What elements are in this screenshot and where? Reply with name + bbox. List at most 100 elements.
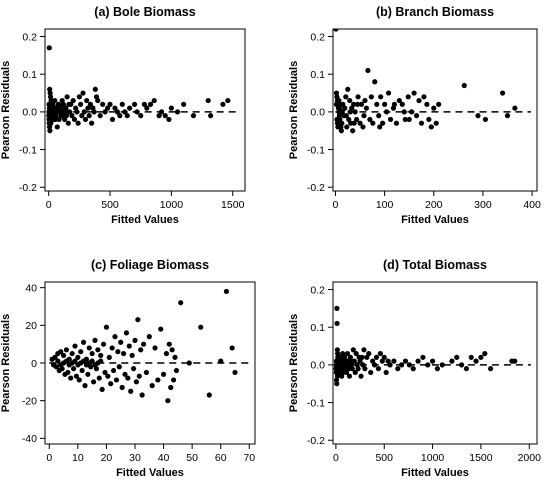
data-point bbox=[334, 120, 341, 126]
panel-title: (c) Foliage Biomass bbox=[91, 258, 209, 272]
data-point bbox=[373, 354, 380, 360]
y-tick-label: 0 bbox=[31, 358, 37, 370]
x-tick-label: 30 bbox=[129, 452, 141, 464]
data-point bbox=[411, 90, 417, 96]
y-axis-label: Pearson Residuals bbox=[0, 314, 12, 412]
data-point bbox=[75, 120, 81, 126]
data-point bbox=[95, 97, 101, 104]
data-point bbox=[360, 124, 366, 130]
x-tick-label: 500 bbox=[375, 452, 393, 464]
data-point bbox=[76, 377, 82, 383]
data-point bbox=[108, 381, 114, 387]
data-point bbox=[105, 373, 111, 379]
data-point bbox=[333, 377, 340, 383]
data-point bbox=[355, 94, 361, 100]
data-point bbox=[118, 339, 124, 345]
panel-1: (a) Bole Biomass 0 500 1000 1500 -0.2 -0.1 0.0 0… bbox=[0, 5, 246, 226]
data-point bbox=[499, 90, 506, 96]
data-point bbox=[402, 116, 408, 123]
y-tick-label: 0.0 bbox=[310, 360, 325, 372]
data-point bbox=[359, 354, 365, 360]
data-point bbox=[128, 388, 134, 394]
data-point bbox=[53, 364, 60, 370]
x-tick-label: 70 bbox=[243, 452, 255, 464]
data-point bbox=[393, 120, 400, 126]
data-point bbox=[131, 101, 138, 107]
x-tick-label: 2000 bbox=[518, 452, 542, 464]
panel-2: (b) Branch Biomass 0 100 200 300 400 -0.2 -0.1 0… bbox=[288, 5, 541, 226]
data-point bbox=[334, 347, 340, 353]
data-point bbox=[65, 120, 71, 126]
data-point bbox=[114, 109, 120, 115]
data-point bbox=[62, 105, 68, 111]
data-point bbox=[146, 334, 152, 340]
data-point bbox=[346, 373, 353, 379]
data-point bbox=[208, 113, 214, 119]
data-point bbox=[102, 109, 108, 115]
y-tick-label: -0.1 bbox=[307, 144, 325, 156]
data-point bbox=[368, 94, 374, 100]
data-point bbox=[115, 349, 121, 355]
data-point bbox=[124, 113, 130, 119]
data-point bbox=[372, 79, 378, 85]
data-point bbox=[391, 101, 398, 107]
y-axis-label: Pearson Residuals bbox=[0, 61, 12, 159]
data-point bbox=[69, 113, 75, 119]
y-tick-label: 0.2 bbox=[22, 31, 37, 43]
data-point bbox=[68, 375, 74, 381]
data-point bbox=[174, 109, 181, 115]
data-point bbox=[85, 371, 91, 377]
data-point bbox=[92, 337, 98, 343]
data-point bbox=[344, 124, 350, 130]
data-point bbox=[361, 347, 367, 353]
data-point bbox=[357, 120, 363, 126]
data-point bbox=[421, 94, 427, 100]
data-point bbox=[65, 109, 71, 115]
data-point bbox=[81, 109, 87, 115]
data-point bbox=[368, 369, 374, 376]
data-point bbox=[71, 116, 78, 123]
data-point bbox=[78, 349, 84, 355]
data-point bbox=[198, 324, 204, 330]
x-tick-label: 300 bbox=[474, 199, 492, 211]
data-point bbox=[178, 300, 184, 306]
data-point bbox=[126, 343, 132, 349]
data-point bbox=[351, 101, 357, 107]
data-point bbox=[436, 101, 442, 107]
panel-title: (b) Branch Biomass bbox=[376, 5, 494, 19]
data-point bbox=[102, 369, 108, 376]
data-point bbox=[334, 320, 340, 327]
panel-4: (d) Total Biomass 0 500 1000 1500 2000 -0.2 -0.… bbox=[288, 258, 541, 479]
data-point bbox=[79, 367, 85, 374]
y-axis-label: Pearson Residuals bbox=[288, 314, 300, 412]
data-point bbox=[89, 120, 95, 126]
data-point bbox=[86, 345, 92, 351]
data-point bbox=[468, 354, 474, 360]
x-axis-label: Fitted Values bbox=[401, 214, 469, 226]
data-point bbox=[138, 347, 144, 353]
x-tick-label: 200 bbox=[425, 199, 443, 211]
data-point bbox=[127, 105, 133, 111]
data-point bbox=[155, 377, 161, 383]
data-point bbox=[374, 101, 380, 107]
data-point bbox=[151, 97, 157, 104]
data-point bbox=[358, 373, 364, 379]
y-tick-label: 0.1 bbox=[22, 69, 37, 81]
y-tick-label: -0.2 bbox=[19, 182, 37, 194]
data-point bbox=[333, 29, 339, 32]
data-point bbox=[335, 350, 341, 357]
data-point bbox=[396, 97, 402, 104]
data-point bbox=[123, 330, 130, 336]
data-point bbox=[84, 97, 90, 104]
data-point bbox=[90, 379, 97, 385]
data-point bbox=[75, 354, 81, 360]
data-points bbox=[49, 288, 238, 404]
data-point bbox=[100, 341, 107, 347]
x-tick-label: 0 bbox=[333, 452, 339, 464]
x-tick-label: 400 bbox=[523, 199, 541, 211]
data-point bbox=[431, 105, 437, 111]
data-point bbox=[410, 366, 416, 372]
data-point bbox=[426, 116, 432, 123]
data-point bbox=[64, 94, 70, 100]
data-point bbox=[352, 369, 358, 376]
